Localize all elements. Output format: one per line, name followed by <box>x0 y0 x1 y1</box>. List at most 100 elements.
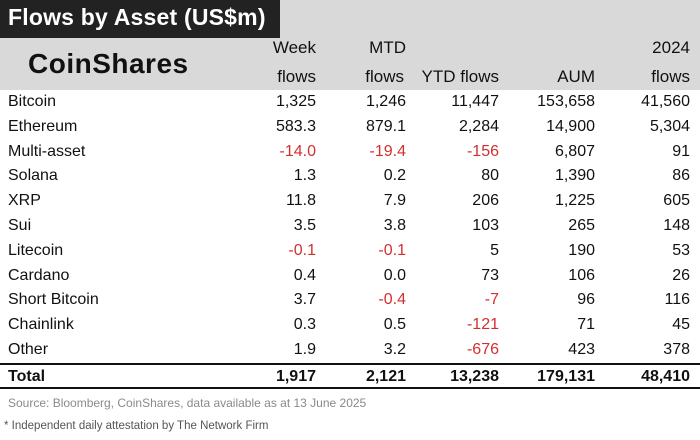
cell-2024: 116 <box>664 291 690 309</box>
table-row: Other 1.9 3.2 -676 423 378 <box>0 338 700 363</box>
cell-week: 583.3 <box>275 117 316 135</box>
cell-2024: 91 <box>672 142 690 160</box>
cell-mtd: 0.0 <box>383 266 406 284</box>
brand-logo: CoinShares <box>28 48 189 79</box>
total-mtd: 2,121 <box>365 368 406 385</box>
cell-asset-name: XRP <box>8 192 41 210</box>
cell-week: 3.5 <box>293 216 316 234</box>
cell-2024: 605 <box>663 192 690 210</box>
cell-aum: 96 <box>577 291 595 309</box>
cell-asset-name: Litecoin <box>8 241 64 259</box>
cell-week: 1.3 <box>293 167 316 185</box>
cell-asset-name: Cardano <box>8 266 70 284</box>
cell-aum: 190 <box>568 241 595 259</box>
cell-week: -0.1 <box>288 241 316 259</box>
cell-week: 11.8 <box>286 192 316 210</box>
total-row: Total 1,917 2,121 13,238 179,131 48,410 <box>0 363 700 389</box>
header-aum: AUM <box>557 67 595 86</box>
cell-ytd: 73 <box>481 266 499 284</box>
cell-ytd: -7 <box>484 291 499 309</box>
cell-mtd: -0.4 <box>378 291 406 309</box>
cell-mtd: 0.2 <box>383 167 406 185</box>
cell-aum: 14,900 <box>546 117 595 135</box>
header-week-line1: Week <box>272 38 316 57</box>
cell-aum: 6,807 <box>554 142 595 160</box>
table-row: Bitcoin 1,325 1,246 11,447 153,658 41,560 <box>0 90 700 115</box>
cell-asset-name: Sui <box>8 216 32 234</box>
total-label: Total <box>8 368 46 385</box>
header-mtd-line2: flows <box>365 67 404 86</box>
cell-mtd: -19.4 <box>369 142 406 160</box>
cell-2024: 45 <box>672 316 690 334</box>
table-row: Multi-asset -14.0 -19.4 -156 6,807 91 <box>0 140 700 165</box>
cell-aum: 265 <box>568 216 595 234</box>
cell-2024: 5,304 <box>649 117 690 135</box>
cell-ytd: 103 <box>472 216 499 234</box>
cell-ytd: 11,447 <box>451 93 499 110</box>
cell-aum: 423 <box>568 340 595 358</box>
cell-week: 0.4 <box>293 266 316 284</box>
cell-asset-name: Ethereum <box>8 117 78 135</box>
cell-ytd: -156 <box>466 142 499 160</box>
cell-week: 1.9 <box>293 340 316 358</box>
title-bar: Flows by Asset (US$m) <box>0 0 280 38</box>
table-body: Bitcoin 1,325 1,246 11,447 153,658 41,560 Ethe… <box>0 90 700 363</box>
table-row: Cardano 0.4 0.0 73 106 26 <box>0 264 700 289</box>
cell-aum: 153,658 <box>537 93 595 110</box>
cell-week: -14.0 <box>279 142 316 160</box>
header-mtd-line1: MTD <box>369 38 406 57</box>
cell-asset-name: Multi-asset <box>8 142 86 160</box>
table-row: Short Bitcoin 3.7 -0.4 -7 96 116 <box>0 288 700 313</box>
cell-mtd: 879.1 <box>365 117 406 135</box>
source-note: Source: Bloomberg, CoinShares, data avai… <box>8 396 367 410</box>
cell-aum: 106 <box>568 266 595 284</box>
cell-asset-name: Other <box>8 340 49 358</box>
cell-ytd: 5 <box>490 241 499 259</box>
table-row: Chainlink 0.3 0.5 -121 71 45 <box>0 313 700 338</box>
cell-ytd: -121 <box>466 316 499 334</box>
header-2024-line2: flows <box>651 67 690 86</box>
table-row: Litecoin -0.1 -0.1 5 190 53 <box>0 239 700 264</box>
total-week: 1,917 <box>275 368 316 385</box>
cell-2024: 148 <box>663 216 690 234</box>
cell-week: 1,325 <box>275 93 316 110</box>
cell-mtd: -0.1 <box>378 241 406 259</box>
cell-asset-name: Chainlink <box>8 316 74 334</box>
cell-2024: 86 <box>672 167 690 185</box>
table-row: XRP 11.8 7.9 206 1,225 605 <box>0 189 700 214</box>
cell-2024: 41,560 <box>641 93 690 110</box>
cell-mtd: 0.5 <box>383 316 406 334</box>
table-row: Ethereum 583.3 879.1 2,284 14,900 5,304 <box>0 115 700 140</box>
cell-ytd: -676 <box>466 340 499 358</box>
cell-aum: 1,390 <box>554 167 595 185</box>
cell-mtd: 1,246 <box>365 93 406 110</box>
total-ytd: 13,238 <box>450 368 499 385</box>
total-aum: 179,131 <box>537 368 595 385</box>
cell-asset-name: Short Bitcoin <box>8 291 99 309</box>
header-week-line2: flows <box>277 67 316 86</box>
cell-aum: 1,225 <box>554 192 595 210</box>
cell-mtd: 3.8 <box>383 216 406 234</box>
footnote: * Independent daily attestation by The N… <box>4 420 269 432</box>
cell-mtd: 3.2 <box>383 340 406 358</box>
cell-2024: 378 <box>663 340 690 358</box>
cell-2024: 53 <box>672 241 690 259</box>
header-ytd: YTD flows <box>421 67 499 86</box>
cell-week: 3.7 <box>293 291 316 309</box>
cell-mtd: 7.9 <box>383 192 406 210</box>
table-header: Flows by Asset (US$m) CoinShares Week fl… <box>0 0 700 90</box>
cell-ytd: 2,284 <box>458 117 499 135</box>
header-2024-line1: 2024 <box>652 38 690 57</box>
cell-ytd: 206 <box>472 192 499 210</box>
total-2024: 48,410 <box>641 368 690 385</box>
cell-aum: 71 <box>577 316 595 334</box>
table-row: Solana 1.3 0.2 80 1,390 86 <box>0 164 700 189</box>
cell-week: 0.3 <box>293 316 316 334</box>
cell-ytd: 80 <box>481 167 499 185</box>
page-title: Flows by Asset (US$m) <box>8 4 266 30</box>
cell-asset-name: Solana <box>8 167 58 185</box>
cell-2024: 26 <box>672 266 690 284</box>
cell-asset-name: Bitcoin <box>8 93 57 110</box>
table-row: Sui 3.5 3.8 103 265 148 <box>0 214 700 239</box>
